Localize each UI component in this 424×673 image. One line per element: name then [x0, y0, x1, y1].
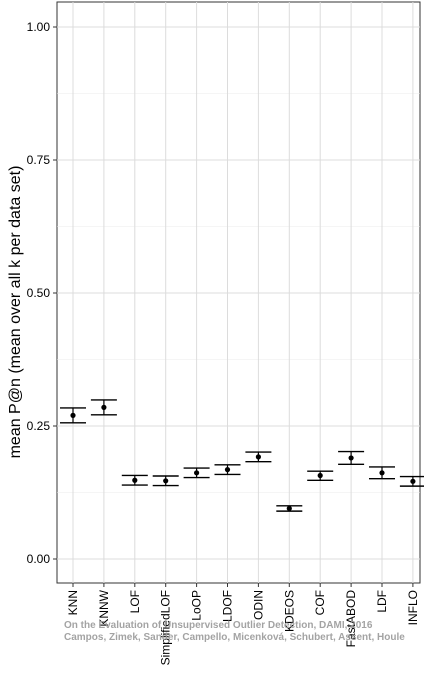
watermark-line-2: Campos, Zimek, Sander, Campello, Micenko…: [64, 632, 405, 643]
mean-point-1: [101, 404, 107, 410]
mean-point-4: [194, 470, 200, 476]
mean-point-10: [379, 470, 385, 476]
errorbar-11: [399, 475, 424, 487]
x-tick-label-7: KDEOS: [282, 590, 296, 632]
errorbar-8: [307, 470, 334, 481]
errorbar-4: [183, 467, 210, 479]
y-tick-label-3: 0.75: [27, 153, 51, 167]
y-axis-ticks: 0.00 0.25 0.50 0.75 1.00: [27, 20, 57, 566]
errorbar-1: [90, 399, 117, 416]
errorbar-0: [60, 407, 86, 424]
errorbar-9: [338, 450, 365, 466]
mean-point-9: [348, 455, 354, 461]
y-tick-label-2: 0.50: [27, 286, 51, 300]
errorbar-2: [121, 474, 148, 486]
x-tick-label-6: ODIN: [251, 590, 265, 620]
gridlines: [56, 1, 421, 584]
mean-point-7: [286, 505, 292, 512]
y-tick-label-1: 0.25: [27, 419, 51, 433]
y-tick-label-4: 1.00: [27, 20, 51, 34]
mean-point-6: [255, 454, 261, 460]
mean-point-11: [410, 478, 416, 484]
errorbar-3: [152, 475, 179, 487]
x-tick-label-1: KNNW: [97, 589, 111, 626]
mean-point-5: [224, 467, 231, 473]
x-tick-label-10: LDF: [375, 590, 389, 613]
y-tick-label-0: 0.00: [27, 552, 51, 566]
x-tick-label-0: KNN: [66, 590, 80, 615]
x-tick-label-3: SimplifiedLOF: [159, 590, 173, 665]
x-tick-label-11: INFLO: [406, 590, 420, 625]
x-tick-label-8: COF: [313, 590, 327, 615]
mean-point-2: [132, 477, 138, 483]
errorbar-7: [276, 505, 303, 512]
error-bars: [60, 399, 424, 512]
mean-point-3: [163, 478, 169, 484]
mean-point-8: [317, 472, 323, 479]
x-tick-label-2: LOF: [128, 590, 142, 613]
mean-point-0: [70, 412, 76, 418]
errorbar-10: [369, 466, 395, 480]
watermark-line-1: On the Evaluation of Unsupervised Outlie…: [64, 620, 373, 631]
x-tick-label-9: FastABOD: [344, 590, 358, 648]
errorbar-6: [245, 451, 272, 463]
errorbar-5: [214, 464, 241, 476]
x-tick-label-4: LoOP: [190, 590, 204, 621]
x-tick-label-5: LDOF: [221, 590, 235, 622]
y-axis-label: mean P@n (mean over all k per data set): [7, 166, 24, 459]
x-axis-ticks: KNN KNNW LOF SimplifiedLOF LoOP LDOF ODIN KDEOS…: [66, 583, 420, 665]
